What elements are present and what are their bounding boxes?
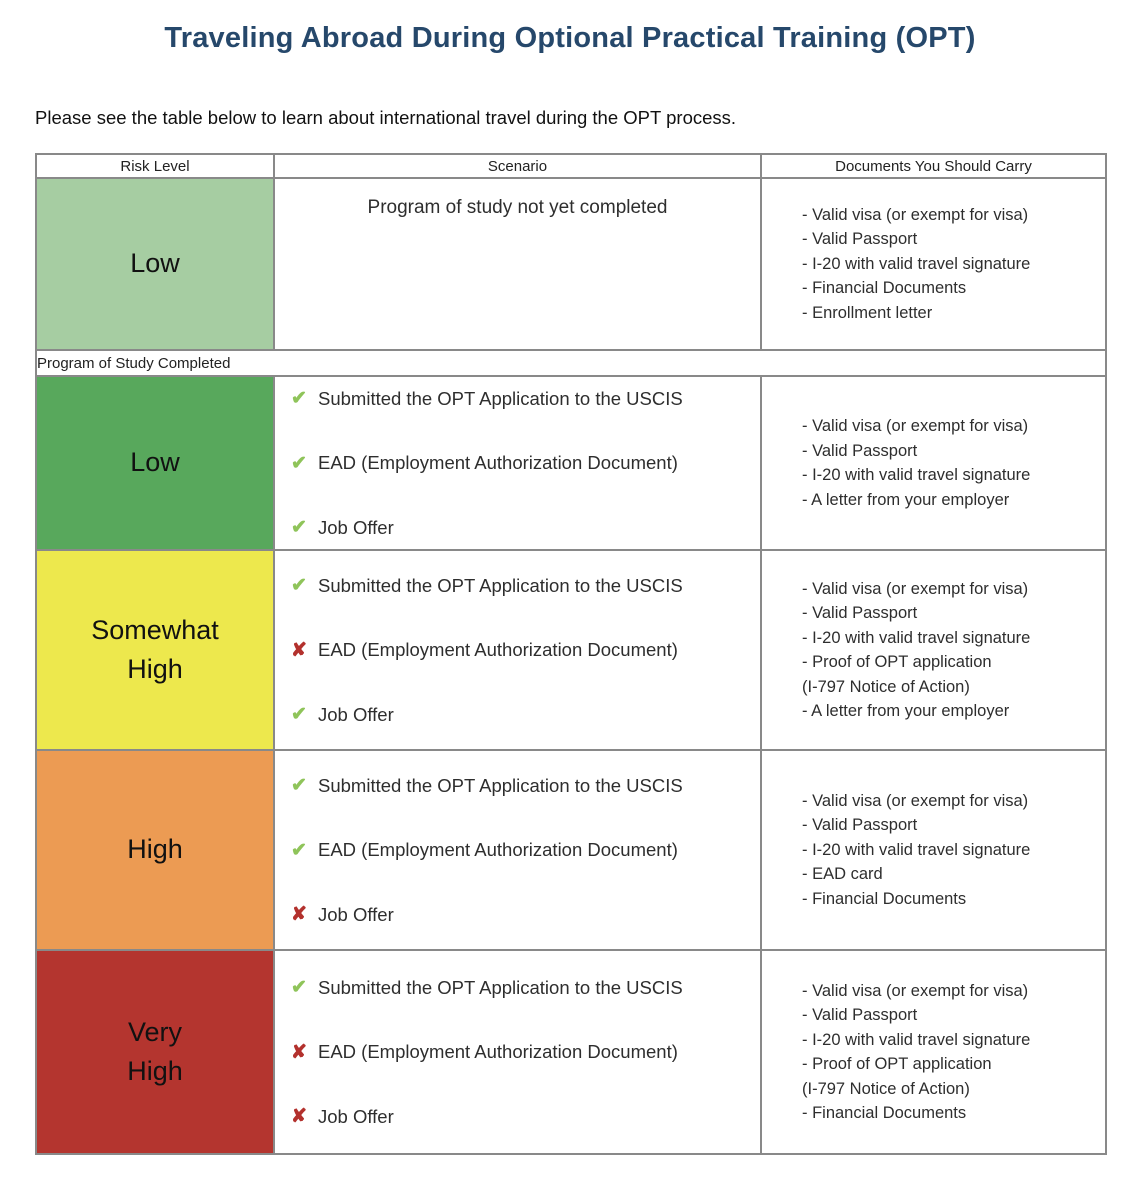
scenario-item: ✔ Job Offer (288, 703, 760, 726)
scenario-item: ✔ Submitted the OPT Application to the U… (288, 774, 760, 797)
scenario-item: ✘ Job Offer (288, 1105, 760, 1128)
check-icon: ✔ (291, 839, 307, 861)
doc-line: - Proof of OPT application (802, 653, 992, 671)
doc-line: - Valid Passport (802, 230, 918, 249)
scenario-cell: ✔ Submitted the OPT Application to the U… (273, 749, 762, 951)
doc-line: - Valid Passport (802, 1006, 918, 1024)
scenario-item: ✔ EAD (Employment Authorization Document… (288, 452, 760, 475)
documents-cell: - Valid visa (or exempt for visa) - Vali… (760, 375, 1107, 551)
scenario-cell: Program of study not yet completed (273, 177, 762, 351)
doc-line: - A letter from your employer (802, 490, 1010, 509)
risk-label: High (127, 834, 183, 865)
doc-line: - Valid Passport (802, 604, 918, 622)
intro-text: Please see the table below to learn abou… (35, 107, 737, 128)
scenario-item-label: Job Offer (318, 703, 394, 725)
scenario-item: ✘ EAD (Employment Authorization Document… (288, 639, 760, 662)
header-risk-level: Risk Level (35, 153, 275, 179)
risk-cell: Low (35, 375, 275, 551)
check-icon: ✔ (291, 977, 307, 998)
section-divider-label: Program of Study Completed (35, 349, 1107, 377)
table-row: Low ✔ Submitted the OPT Application to t… (35, 375, 1107, 551)
risk-label: Very High (127, 1016, 183, 1086)
page-title: Traveling Abroad During Optional Practic… (164, 22, 976, 54)
header-scenario: Scenario (273, 153, 762, 179)
doc-line: (I-797 Notice of Action) (802, 1079, 970, 1098)
documents-cell: - Valid visa (or exempt for visa) - Vali… (760, 549, 1107, 751)
doc-line: - Valid visa (or exempt for visa) (802, 579, 1029, 598)
scenario-item: ✔ Submitted the OPT Application to the U… (288, 574, 760, 597)
check-icon: ✔ (291, 775, 307, 796)
risk-label: Low (130, 447, 180, 478)
table-header-row: Risk Level Scenario Documents You Should… (35, 153, 1107, 179)
table-row: High ✔ Submitted the OPT Application to … (35, 749, 1107, 951)
doc-line: - Valid visa (or exempt for visa) (802, 981, 1029, 1000)
risk-label: Low (130, 248, 180, 279)
documents-cell: - Valid visa (or exempt for visa) - Vali… (760, 749, 1107, 951)
table-row: Somewhat High ✔ Submitted the OPT Applic… (35, 549, 1107, 751)
cross-icon: ✘ (291, 1041, 307, 1063)
section-divider-row: Program of Study Completed (35, 349, 1107, 377)
scenario-item: ✔ EAD (Employment Authorization Document… (288, 839, 760, 862)
scenario-item-label: Job Offer (318, 516, 394, 538)
check-icon: ✔ (291, 704, 307, 725)
scenario-item-label: EAD (Employment Authorization Document) (318, 639, 678, 660)
scenario-item-label: Submitted the OPT Application to the USC… (318, 574, 683, 596)
doc-line: - Proof of OPT application (802, 1055, 992, 1073)
scenario-item-label: Job Offer (318, 1105, 394, 1127)
doc-line: - Financial Documents (802, 889, 967, 908)
doc-line: - I-20 with valid travel signature (802, 1030, 1031, 1049)
doc-line: - Valid Passport (802, 441, 918, 460)
scenario-item-label: Submitted the OPT Application to the USC… (318, 774, 683, 796)
check-icon: ✔ (291, 388, 307, 409)
table-row: Very High ✔ Submitted the OPT Applicatio… (35, 949, 1107, 1155)
scenario-item-label: EAD (Employment Authorization Document) (318, 1041, 678, 1062)
scenario-text: Program of study not yet completed (367, 197, 668, 218)
scenario-item: ✔ Submitted the OPT Application to the U… (288, 387, 760, 410)
risk-cell: High (35, 749, 275, 951)
doc-line: - I-20 with valid travel signature (802, 254, 1031, 273)
cross-icon: ✘ (291, 1106, 307, 1127)
scenario-item: ✔ Submitted the OPT Application to the U… (288, 976, 760, 999)
doc-line: - I-20 with valid travel signature (802, 628, 1031, 647)
scenario-item: ✘ Job Offer (288, 903, 760, 926)
documents-cell: - Valid visa (or exempt for visa) - Vali… (760, 949, 1107, 1155)
doc-line: - Valid visa (or exempt for visa) (802, 205, 1029, 224)
doc-line: - Enrollment letter (802, 303, 933, 322)
opt-travel-table: Risk Level Scenario Documents You Should… (35, 153, 1107, 1155)
risk-label: Somewhat High (91, 614, 219, 684)
scenario-item: ✘ EAD (Employment Authorization Document… (288, 1041, 760, 1064)
doc-line: - A letter from your employer (802, 702, 1010, 720)
risk-cell: Somewhat High (35, 549, 275, 751)
doc-line: - Valid visa (or exempt for visa) (802, 417, 1029, 435)
cross-icon: ✘ (291, 904, 307, 925)
scenario-item-label: Submitted the OPT Application to the USC… (318, 387, 683, 409)
risk-cell: Low (35, 177, 275, 351)
doc-line: - Valid Passport (802, 816, 918, 835)
header-documents: Documents You Should Carry (760, 153, 1107, 179)
scenario-item-label: EAD (Employment Authorization Document) (318, 839, 678, 860)
doc-line: - I-20 with valid travel signature (802, 840, 1031, 859)
cross-icon: ✘ (291, 639, 307, 661)
doc-line: - Financial Documents (802, 1104, 967, 1122)
scenario-item: ✔ Job Offer (288, 516, 760, 539)
documents-cell: - Valid visa (or exempt for visa) - Vali… (760, 177, 1107, 351)
scenario-item-label: Job Offer (318, 903, 394, 925)
doc-line: - Valid visa (or exempt for visa) (802, 791, 1029, 810)
scenario-cell: ✔ Submitted the OPT Application to the U… (273, 949, 762, 1155)
check-icon: ✔ (291, 575, 307, 596)
doc-line: - Financial Documents (802, 279, 967, 298)
check-icon: ✔ (291, 452, 307, 474)
scenario-item-label: Submitted the OPT Application to the USC… (318, 976, 683, 998)
page: Traveling Abroad During Optional Practic… (0, 22, 1140, 1155)
doc-line: - EAD card (802, 865, 883, 884)
risk-cell: Very High (35, 949, 275, 1155)
check-icon: ✔ (291, 517, 307, 538)
scenario-item-label: EAD (Employment Authorization Document) (318, 452, 678, 473)
table-row: Low Program of study not yet completed -… (35, 177, 1107, 351)
doc-line: (I-797 Notice of Action) (802, 677, 970, 696)
scenario-cell: ✔ Submitted the OPT Application to the U… (273, 375, 762, 551)
doc-line: - I-20 with valid travel signature (802, 466, 1031, 484)
scenario-cell: ✔ Submitted the OPT Application to the U… (273, 549, 762, 751)
